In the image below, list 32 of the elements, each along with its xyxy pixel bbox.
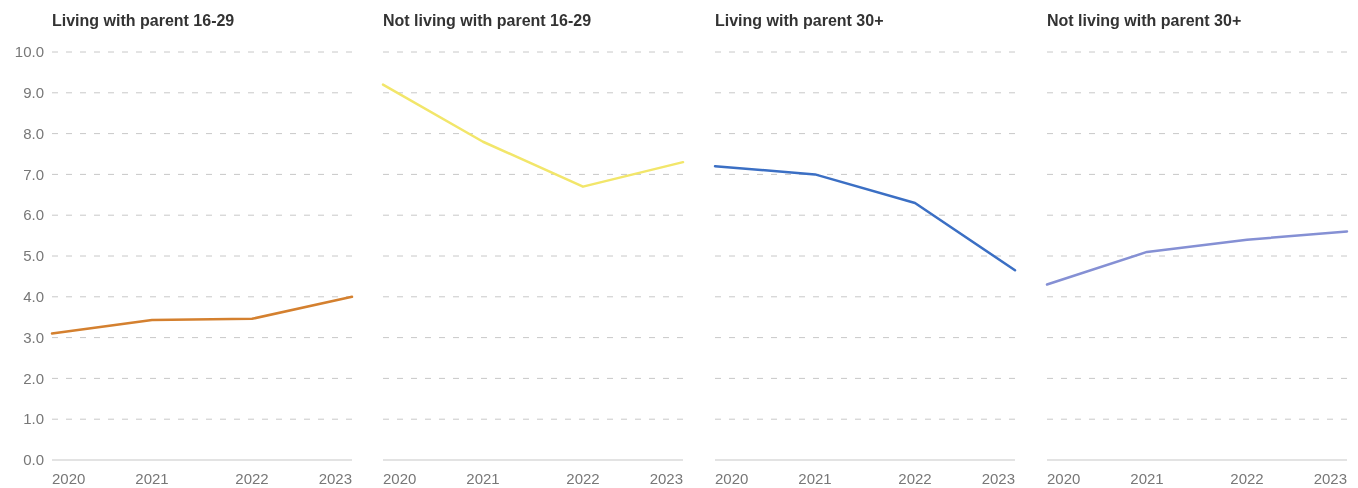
y-tick-label: 10.0 (14, 43, 44, 61)
chart-title: Living with parent 30+ (715, 12, 884, 29)
x-tick-label: 2021 (798, 470, 832, 487)
x-tick-label: 2020 (715, 470, 749, 487)
y-tick-label: 3.0 (23, 328, 44, 346)
y-tick-label: 1.0 (23, 410, 44, 428)
y-tick-label: 7.0 (23, 165, 44, 183)
x-tick-label: 2020 (1047, 470, 1081, 487)
x-tick-label: 2023 (981, 470, 1015, 487)
x-tick-label: 2022 (235, 470, 269, 487)
y-tick-label: 2.0 (23, 369, 44, 387)
y-tick-label: 9.0 (23, 84, 44, 102)
x-tick-label: 2020 (52, 470, 86, 487)
y-tick-label: 4.0 (23, 288, 44, 306)
y-tick-label: 0.0 (23, 451, 44, 469)
x-tick-label: 2020 (383, 470, 417, 487)
x-tick-label: 2021 (135, 470, 169, 487)
x-tick-label: 2023 (649, 470, 683, 487)
chart-title: Not living with parent 30+ (1047, 12, 1242, 29)
x-tick-label: 2021 (1130, 470, 1164, 487)
y-tick-label: 5.0 (23, 247, 44, 265)
chart-title: Not living with parent 16-29 (383, 12, 592, 29)
x-tick-label: 2023 (1313, 470, 1347, 487)
chart-title: Living with parent 16-29 (52, 12, 235, 29)
x-tick-label: 2022 (566, 470, 600, 487)
x-tick-label: 2022 (1230, 470, 1264, 487)
x-tick-label: 2021 (466, 470, 500, 487)
x-tick-label: 2023 (318, 470, 352, 487)
x-tick-label: 2022 (898, 470, 932, 487)
line-series (50, 295, 354, 335)
y-tick-label: 8.0 (23, 124, 44, 142)
y-tick-label: 6.0 (23, 206, 44, 224)
